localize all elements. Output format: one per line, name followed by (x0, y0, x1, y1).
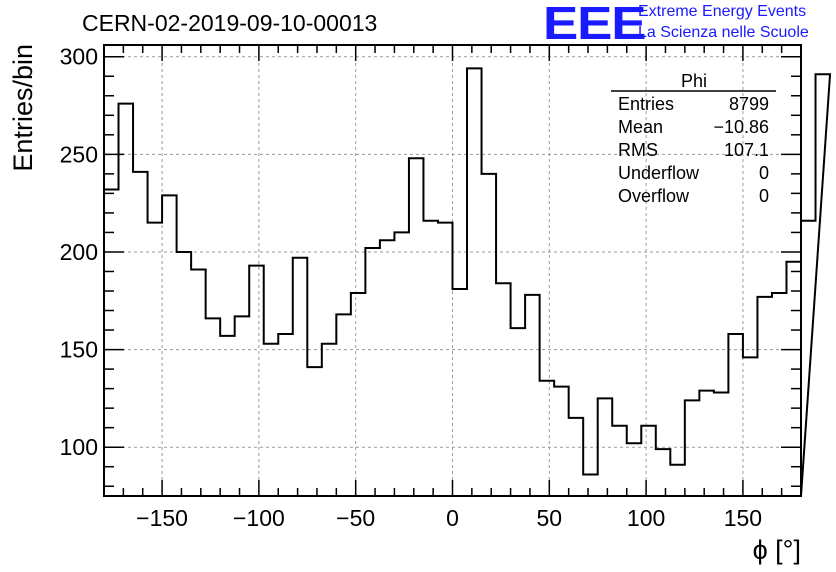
y-tick-label: 200 (60, 239, 98, 265)
x-tick-label: −100 (233, 505, 285, 531)
x-tick-label: 0 (446, 505, 459, 531)
stats-row-value: −10.86 (713, 117, 769, 137)
logo-subtitle-line2: La Scienza nelle Scuole (638, 24, 809, 41)
stats-row-label: Mean (618, 117, 663, 137)
eee-logo: EEE (543, 0, 647, 49)
y-tick-label: 300 (60, 44, 98, 70)
y-tick-label: 150 (60, 337, 98, 363)
logo-subtitle-line1: Extreme Energy Events (638, 3, 807, 20)
tick-labels: −150 −100 −50 0 50 100 150 100 150 200 250 300 (60, 44, 762, 531)
stats-row-label: Underflow (618, 163, 700, 183)
stats-row-value: 8799 (729, 94, 769, 114)
x-axis-title: ϕ [°] (753, 535, 801, 565)
x-tick-label: 150 (724, 505, 762, 531)
stats-row-label: RMS (618, 140, 658, 160)
y-tick-label: 250 (60, 141, 98, 167)
axis-ticks (103, 45, 802, 496)
stats-row-label: Overflow (618, 186, 690, 206)
stats-row-label: Entries (618, 94, 674, 114)
x-tick-label: −150 (136, 505, 188, 531)
x-tick-label: −50 (336, 505, 375, 531)
stats-row-value: 107.1 (724, 140, 769, 160)
x-tick-label: 50 (537, 505, 563, 531)
stats-title: Phi (681, 71, 707, 91)
histogram-step-line (103, 67, 832, 497)
stats-rows: Entries 8799 Mean −10.86 RMS 107.1 Underflow 0 O… (618, 94, 769, 206)
y-tick-label: 100 (60, 434, 98, 460)
y-axis-title: Entries/bin (8, 44, 38, 172)
stats-row-value: 0 (759, 163, 769, 183)
x-tick-label: 100 (627, 505, 665, 531)
stats-row-value: 0 (759, 186, 769, 206)
chart-title: CERN-02-2019-09-10-00013 (82, 10, 378, 36)
stats-box: Phi Entries 8799 Mean −10.86 RMS 107.1 Underfl… (611, 71, 776, 206)
